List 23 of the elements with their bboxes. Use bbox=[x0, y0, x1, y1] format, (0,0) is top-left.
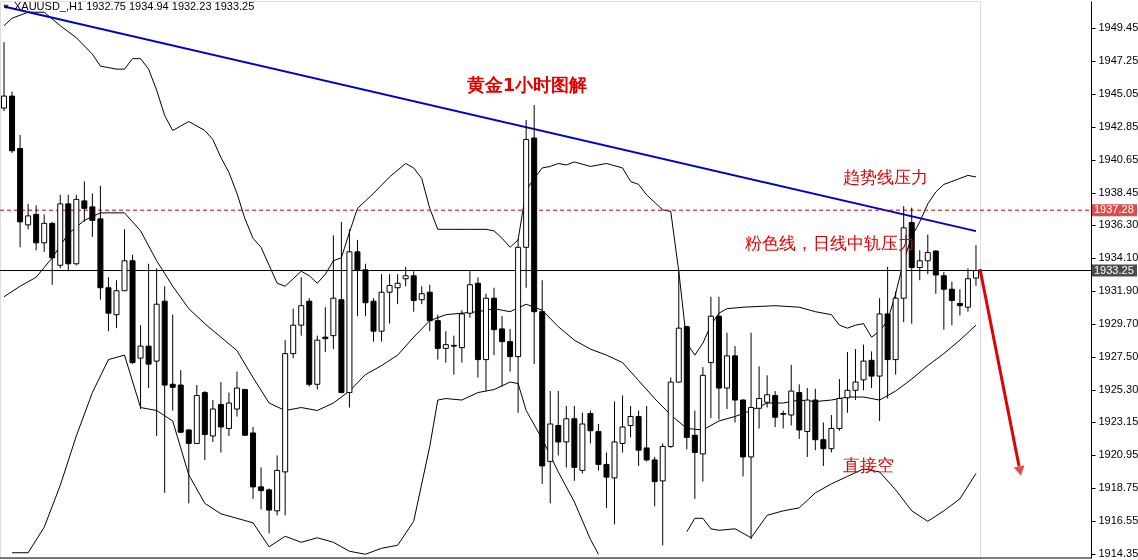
y-tick-label: 1916.55 bbox=[1098, 514, 1138, 527]
y-tick-label: 1927.50 bbox=[1098, 350, 1138, 363]
y-tick-label: 1942.85 bbox=[1098, 120, 1138, 133]
y-tick-label: 1923.15 bbox=[1098, 415, 1138, 428]
y-tick-label: 1929.70 bbox=[1098, 317, 1138, 330]
y-tick-label: 1934.10 bbox=[1098, 251, 1138, 264]
annotation: 趋势线压力 bbox=[842, 167, 928, 187]
y-tick-label: 1931.90 bbox=[1098, 284, 1138, 297]
y-tick-label: 1949.45 bbox=[1098, 21, 1138, 34]
y-tick-label: 1918.75 bbox=[1098, 481, 1138, 494]
y-tick-label: 1940.65 bbox=[1098, 153, 1138, 166]
y-tick-label: 1947.25 bbox=[1098, 54, 1138, 67]
annotation: 黄金1小时图解 bbox=[465, 74, 588, 95]
ref-line-label: 1937.28 bbox=[1094, 203, 1134, 216]
ref-line-label: 1933.25 bbox=[1094, 263, 1134, 276]
y-tick-label: 1938.45 bbox=[1098, 186, 1138, 199]
y-tick-label: 1925.30 bbox=[1098, 383, 1138, 396]
chart-title: XAUUSD_,H1 1932.75 1934.94 1932.23 1933.25 bbox=[14, 0, 255, 12]
y-tick-label: 1914.35 bbox=[1098, 547, 1138, 560]
y-tick-label: 1936.30 bbox=[1098, 218, 1138, 231]
y-tick-label: 1945.05 bbox=[1098, 87, 1138, 100]
annotation: 直接空 bbox=[842, 455, 894, 475]
y-tick-label: 1920.95 bbox=[1098, 448, 1138, 461]
